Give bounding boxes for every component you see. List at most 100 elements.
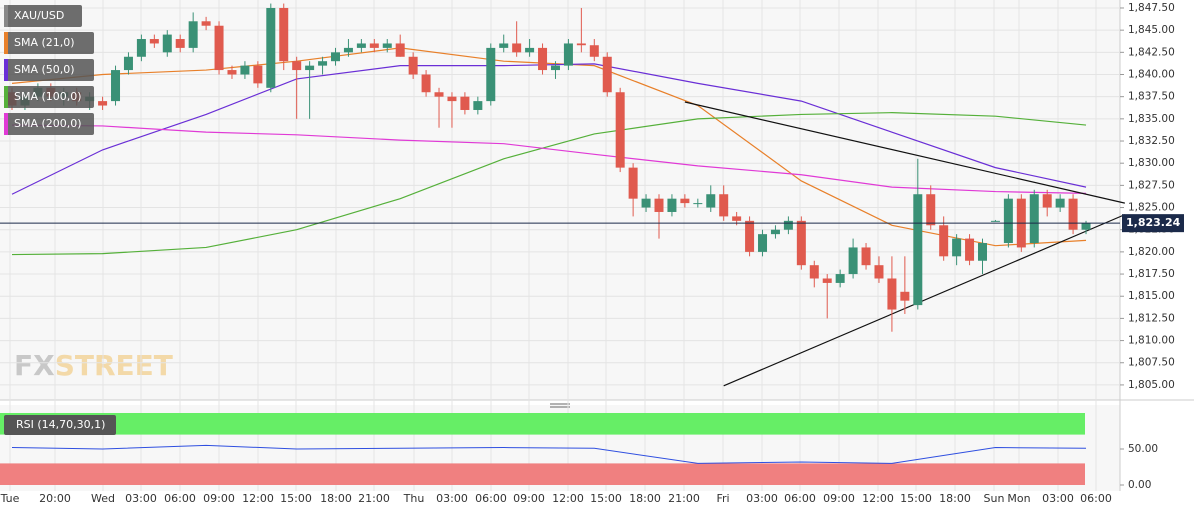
legend-label: SMA (200,0) [14, 117, 82, 130]
y-tick-label: 1,805.00 [1128, 379, 1175, 391]
candle-body [667, 198, 677, 212]
candle-body [201, 21, 211, 26]
x-tick-label: 12:00 [862, 492, 894, 505]
plot-background [0, 0, 1120, 400]
candle-body [861, 247, 871, 266]
candle-body [136, 39, 146, 57]
candle-body [602, 56, 612, 93]
candle-body [525, 47, 535, 53]
candle-body [512, 43, 522, 53]
x-tick-label: 12:00 [552, 492, 584, 505]
x-tick-label: Wed [91, 492, 115, 505]
legend-box [4, 59, 94, 81]
x-tick-label: Sun [984, 492, 1005, 505]
legend-box [4, 113, 94, 135]
candle-body [809, 265, 819, 279]
trendline [723, 214, 1126, 387]
candle-body [538, 47, 548, 71]
legend-swatch [4, 59, 8, 81]
candle-body [1055, 198, 1065, 208]
candle-body [706, 194, 716, 208]
candle-body [421, 74, 431, 93]
candle-body [279, 7, 289, 62]
candle-body [589, 45, 599, 57]
y-tick-label: 1,847.50 [1128, 2, 1175, 14]
candle-body [369, 43, 379, 48]
candle-body [654, 198, 664, 212]
candle-body [318, 61, 328, 66]
x-tick-label: 06:00 [475, 492, 507, 505]
x-tick-label: 21:00 [668, 492, 700, 505]
sma-line [11, 63, 1087, 195]
x-tick-label: Thu [403, 492, 425, 505]
legend-label: SMA (100,0) [14, 90, 82, 103]
legend-label: SMA (50,0) [14, 63, 75, 76]
x-tick-label: 21:00 [358, 492, 390, 505]
y-tick-label: 1,837.50 [1128, 91, 1175, 103]
candle-body [680, 198, 690, 204]
x-tick-label: 15:00 [900, 492, 932, 505]
x-tick-label: 03:00 [746, 492, 778, 505]
candle-body [1068, 198, 1078, 230]
rsi-tick-label: 50.00 [1128, 443, 1158, 455]
y-tick-label: 1,812.50 [1128, 312, 1175, 324]
candle-body [188, 21, 198, 48]
rsi-legend-box [4, 415, 116, 435]
candle-body [499, 43, 509, 48]
candle-body [874, 265, 884, 279]
candle-body [460, 96, 470, 110]
candle-body [447, 96, 457, 102]
candle-body [305, 65, 315, 71]
x-tick-label: Mon [1007, 492, 1030, 505]
last-price-label: 1,823.24 [1126, 216, 1181, 229]
candle-body [434, 92, 444, 97]
x-tick-label: 15:00 [280, 492, 312, 505]
overbought-zone [0, 413, 1085, 435]
candle-body [719, 194, 729, 217]
legend-box [4, 32, 94, 54]
candle-body [175, 39, 185, 48]
candle-body [240, 65, 250, 75]
x-tick-label: 03:00 [125, 492, 157, 505]
x-tick-label: 18:00 [939, 492, 971, 505]
sma-line [11, 124, 1087, 194]
y-tick-label: 1,835.00 [1128, 113, 1175, 125]
candle-body [395, 43, 405, 57]
y-tick-label: 1,827.50 [1128, 179, 1175, 191]
candle-body [382, 43, 392, 48]
y-tick-label: 1,832.50 [1128, 135, 1175, 147]
legend-swatch [4, 113, 8, 135]
rsi-tick-label: 0.00 [1128, 479, 1151, 491]
trendline [684, 101, 1125, 204]
candle-body [990, 220, 1000, 222]
candle-body [486, 47, 496, 102]
y-tick-label: 1,845.00 [1128, 24, 1175, 36]
watermark: FXSTREET [14, 349, 173, 382]
legend-label: XAU/USD [14, 9, 64, 22]
candle-body [1042, 194, 1052, 208]
candle-body [693, 203, 703, 205]
candle-body [770, 229, 780, 235]
legend-swatch [4, 32, 8, 54]
candle-body [835, 274, 845, 283]
candle-body [149, 39, 159, 44]
candle-body [111, 70, 121, 102]
y-tick-label: 1,840.00 [1128, 69, 1175, 81]
candle-body [926, 194, 936, 226]
x-tick-label: 09:00 [203, 492, 235, 505]
x-tick-label: 20:00 [39, 492, 71, 505]
candle-body [214, 25, 224, 71]
candle-body [796, 220, 806, 266]
x-tick-label: 09:00 [823, 492, 855, 505]
candle-body [1003, 198, 1013, 244]
candle-body [900, 291, 910, 301]
x-tick-label: 18:00 [320, 492, 352, 505]
x-tick-label: 15:00 [590, 492, 622, 505]
candle-body [331, 52, 340, 62]
x-tick-label: 06:00 [164, 492, 196, 505]
candle-body [822, 278, 832, 283]
candle-body [965, 238, 975, 261]
candle-body [98, 101, 108, 106]
candle-body [939, 225, 949, 257]
candle-body [123, 56, 133, 71]
